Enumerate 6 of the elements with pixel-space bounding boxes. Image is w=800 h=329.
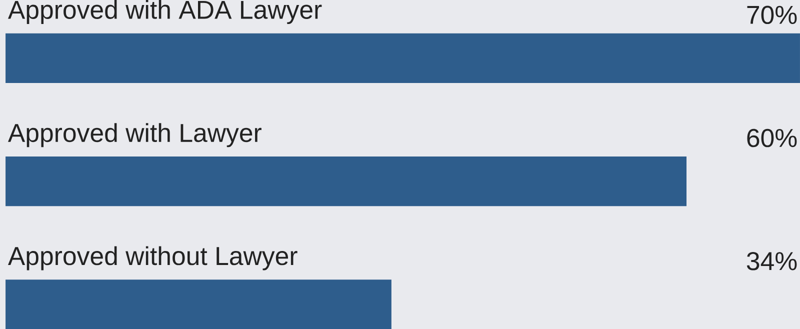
data-label: 70% [747, 6, 797, 24]
y-tick-label: Approved with ADA Lawyer [8, 0, 322, 24]
data-label: 60% [747, 128, 797, 148]
y-tick-label: Approved with Lawyer [8, 122, 262, 148]
y-tick-label: Approved without Lawyer [8, 246, 298, 270]
data-label: 34% [746, 252, 797, 270]
